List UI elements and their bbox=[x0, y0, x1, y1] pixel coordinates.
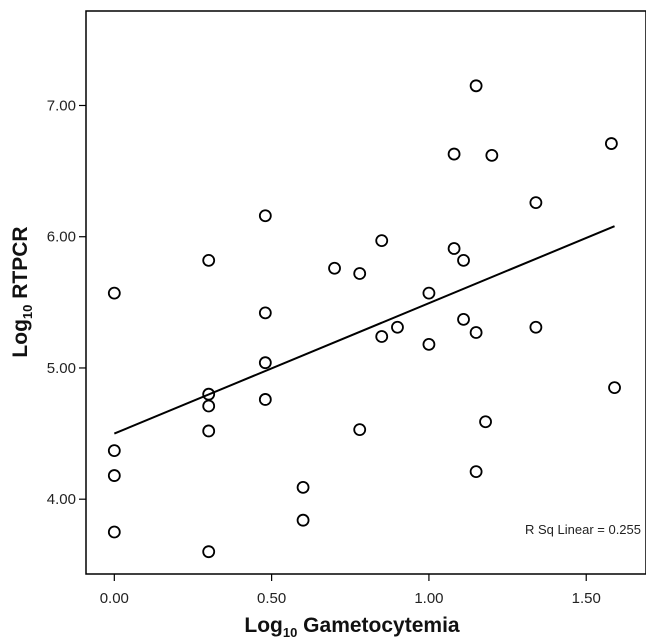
data-point bbox=[457, 253, 470, 267]
x-axis-title-subscript: 10 bbox=[283, 625, 297, 637]
y-tick-label: 4.00 bbox=[47, 491, 76, 508]
y-tick-label: 7.00 bbox=[47, 97, 76, 114]
data-point bbox=[202, 424, 216, 438]
data-point bbox=[604, 137, 618, 150]
data-point bbox=[422, 286, 436, 300]
x-tick-label: 1.50 bbox=[572, 590, 601, 607]
data-point bbox=[353, 267, 367, 280]
x-axis-title-base: Log bbox=[244, 614, 282, 637]
data-point bbox=[529, 196, 543, 210]
y-axis-title-subscript: 10 bbox=[20, 305, 35, 319]
data-point bbox=[469, 326, 483, 339]
data-point bbox=[529, 320, 543, 334]
y-axis-title-base: Log bbox=[9, 319, 32, 357]
data-point bbox=[608, 381, 621, 395]
r-squared-annotation: R Sq Linear = 0.255 bbox=[525, 522, 641, 537]
data-point bbox=[258, 209, 272, 223]
y-axis-title-rest: RTPCR bbox=[9, 226, 32, 304]
data-point bbox=[258, 393, 272, 406]
data-point bbox=[485, 148, 499, 162]
data-point bbox=[202, 545, 216, 559]
data-point bbox=[457, 313, 470, 326]
data-point bbox=[375, 330, 389, 343]
data-point bbox=[258, 356, 272, 370]
x-tick-label: 0.00 bbox=[100, 590, 129, 607]
x-axis-ticks: 0.00 0.50 1.00 1.50 bbox=[100, 574, 601, 607]
data-point bbox=[353, 423, 367, 437]
data-point bbox=[447, 242, 461, 255]
y-axis-ticks: 4.00 5.00 6.00 7.00 bbox=[47, 97, 86, 508]
data-point bbox=[296, 513, 310, 527]
x-axis-title-rest: Gametocytemia bbox=[297, 614, 460, 637]
data-point bbox=[107, 286, 121, 300]
data-point bbox=[447, 147, 461, 161]
data-point bbox=[107, 469, 121, 482]
x-axis-title: Log10 Gametocytemia bbox=[244, 614, 460, 637]
y-tick-label: 5.00 bbox=[47, 360, 76, 377]
data-point bbox=[469, 79, 483, 93]
x-tick-label: 1.00 bbox=[414, 590, 443, 607]
regression-line bbox=[113, 225, 615, 435]
data-point bbox=[328, 261, 341, 275]
data-point bbox=[469, 465, 483, 479]
data-point bbox=[202, 399, 216, 413]
data-point bbox=[391, 320, 404, 334]
data-point bbox=[422, 337, 436, 351]
data-points bbox=[107, 79, 621, 559]
data-point bbox=[479, 415, 492, 429]
plot-frame bbox=[85, 10, 646, 575]
y-tick-label: 6.00 bbox=[47, 229, 76, 246]
data-point bbox=[296, 480, 310, 494]
y-axis-title: Log10 RTPCR bbox=[9, 226, 35, 357]
data-point bbox=[375, 234, 389, 248]
x-tick-label: 0.50 bbox=[257, 590, 286, 607]
data-point bbox=[258, 306, 272, 320]
data-point bbox=[107, 444, 121, 458]
data-point bbox=[202, 253, 216, 267]
data-point bbox=[107, 525, 121, 539]
